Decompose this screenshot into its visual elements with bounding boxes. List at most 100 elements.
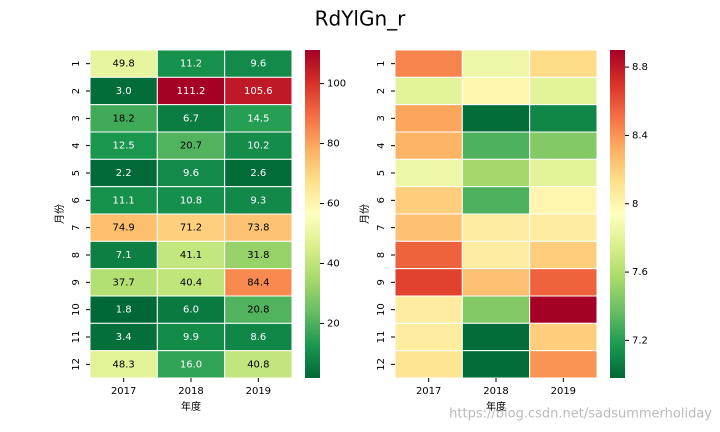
- cell-label: 71.2: [180, 223, 202, 234]
- cell-label: 84.4: [247, 277, 269, 288]
- heatmap-cell: [394, 213, 463, 242]
- heatmap-cell: [394, 158, 463, 188]
- x-tick-label: 2017: [111, 386, 136, 397]
- y-tick-label: 8: [71, 252, 82, 258]
- y-tick-label: 5: [376, 170, 387, 176]
- y-tick-label: 5: [71, 170, 82, 176]
- cell-label: 2.6: [250, 168, 266, 179]
- y-tick-label: 9: [71, 279, 82, 285]
- heatmap-cell: [394, 104, 463, 133]
- y-tick-label: 10: [71, 303, 82, 316]
- y-tick-label: 7: [376, 224, 387, 230]
- heatmap-cell: [461, 295, 531, 324]
- y-tick-label: 4: [71, 142, 82, 148]
- heatmap-cell: [529, 268, 598, 297]
- colorbar-tick-label: 20: [327, 318, 340, 329]
- colorbar: [610, 50, 625, 378]
- cell-label: 3.4: [116, 332, 132, 343]
- y-tick-label: 12: [71, 358, 82, 371]
- heatmap-cell: [394, 186, 463, 215]
- heatmap-cell: [224, 240, 293, 270]
- heatmap-cell: [89, 158, 158, 188]
- cell-label: 6.7: [183, 113, 199, 124]
- heatmap-cell: [529, 350, 598, 379]
- colorbar-tick-label: 80: [327, 139, 340, 150]
- heatmap-cell: [224, 186, 293, 215]
- heatmap-cell: [224, 213, 293, 242]
- cell-label: 9.3: [250, 195, 266, 206]
- heatmap-cell: [529, 158, 598, 188]
- y-axis-label: 月份: [359, 204, 371, 224]
- heatmap-cell: [89, 322, 158, 352]
- cell-label: 18.2: [113, 113, 135, 124]
- heatmap-cell: [461, 268, 531, 297]
- heatmap-cell: [224, 268, 293, 297]
- y-tick-label: 7: [71, 224, 82, 230]
- y-axis-label: 月份: [54, 204, 66, 224]
- heatmap-cell: [89, 104, 158, 133]
- y-tick-label: 6: [376, 197, 387, 203]
- heatmap-cell: [529, 295, 598, 324]
- cell-label: 14.5: [247, 113, 269, 124]
- colorbar: [305, 50, 320, 378]
- cell-label: 49.8: [113, 59, 135, 70]
- cell-label: 20.7: [180, 141, 202, 152]
- heatmap-cell: [394, 240, 463, 270]
- cell-label: 11.2: [180, 59, 202, 70]
- cell-label: 10.2: [247, 141, 269, 152]
- heatmap-cell: [224, 49, 293, 78]
- cell-label: 9.6: [183, 168, 199, 179]
- heatmap-cell: [461, 322, 531, 352]
- y-tick-label: 2: [71, 88, 82, 94]
- y-tick-label: 1: [71, 60, 82, 66]
- heatmap-cell: [156, 295, 226, 324]
- x-tick-label: 2019: [551, 386, 576, 397]
- cell-label: 48.3: [113, 359, 135, 370]
- heatmap-cell: [461, 131, 531, 160]
- heatmap-cell: [156, 131, 226, 160]
- y-tick-label: 4: [376, 142, 387, 148]
- heatmap-cell: [394, 49, 463, 78]
- y-tick-label: 10: [376, 303, 387, 316]
- cell-label: 16.0: [180, 359, 202, 370]
- x-tick-label: 2017: [416, 386, 441, 397]
- heatmap-cell: [224, 322, 293, 352]
- colorbar-tick-label: 100: [327, 79, 346, 90]
- heatmap-cell: [529, 322, 598, 352]
- x-axis-label: 年度: [486, 400, 506, 413]
- heatmap-cell: [529, 104, 598, 133]
- colorbar-tick-label: 60: [327, 199, 340, 210]
- x-tick-label: 2018: [483, 386, 508, 397]
- cell-label: 31.8: [247, 250, 269, 261]
- cell-label: 6.0: [183, 305, 199, 316]
- heatmap-cell: [529, 186, 598, 215]
- heatmap-cell: [394, 268, 463, 297]
- cell-label: 40.8: [247, 359, 269, 370]
- heatmap-cell: [461, 104, 531, 133]
- y-tick-label: 3: [376, 115, 387, 121]
- y-tick-label: 12: [376, 358, 387, 371]
- heatmap-cell: [461, 186, 531, 215]
- heatmap-cell: [529, 240, 598, 270]
- heatmap-cell: [461, 76, 531, 106]
- y-tick-label: 6: [71, 197, 82, 203]
- heatmap-cell: [224, 158, 293, 188]
- heatmap-cell: [156, 158, 226, 188]
- cell-label: 1.8: [116, 305, 132, 316]
- heatmap-cell: [461, 213, 531, 242]
- cell-label: 37.7: [113, 277, 135, 288]
- colorbar-tick-label: 7.2: [632, 335, 648, 346]
- heatmap-cell: [461, 240, 531, 270]
- heatmap-cell: [156, 104, 226, 133]
- cell-label: 10.8: [180, 195, 202, 206]
- heatmap-cell: [89, 213, 158, 242]
- cell-label: 9.9: [183, 332, 199, 343]
- colorbar-tick-label: 8.8: [632, 62, 648, 73]
- heatmap-cell: [461, 158, 531, 188]
- cell-label: 40.4: [180, 277, 202, 288]
- heatmap-cell: [529, 76, 598, 106]
- cell-label: 111.2: [177, 86, 206, 97]
- y-tick-label: 3: [71, 115, 82, 121]
- heatmap-cell: [394, 131, 463, 160]
